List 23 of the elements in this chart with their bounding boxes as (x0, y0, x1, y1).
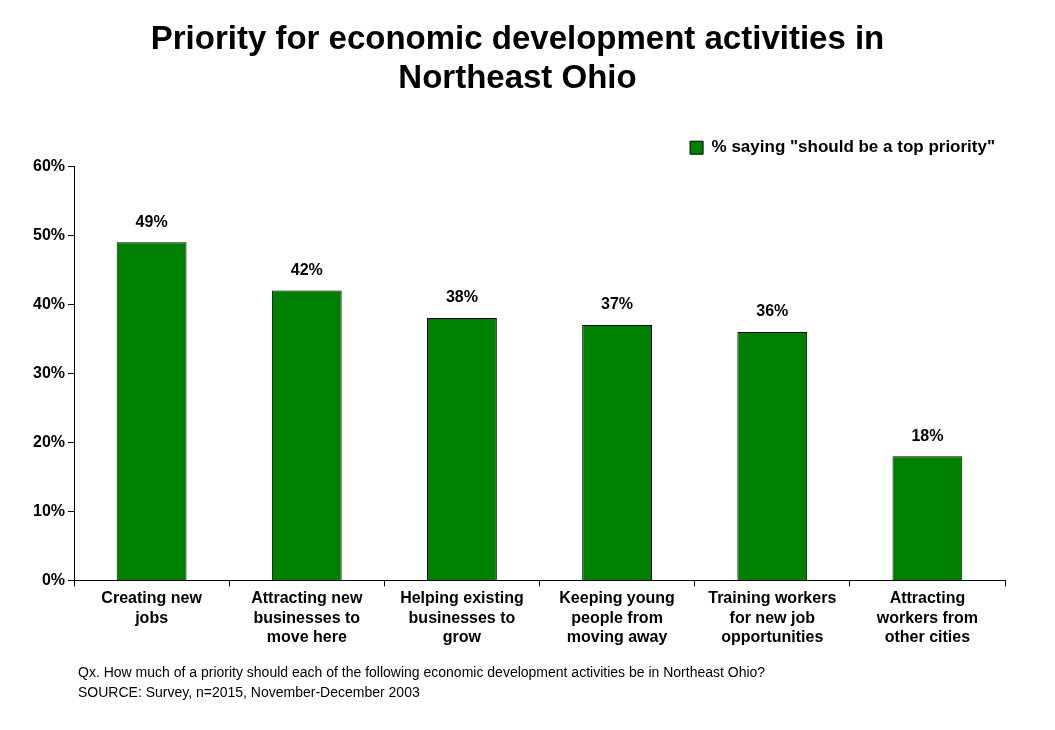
legend-label: % saying "should be a top priority" (711, 137, 996, 157)
y-tick-label: 50% (32, 225, 66, 243)
y-tick-label: 30% (32, 363, 66, 381)
x-tick-label: Training workers for new job opportunities (708, 589, 837, 645)
data-label: 38% (445, 288, 478, 306)
y-tick-label: 10% (32, 501, 66, 519)
y-tick-label: 60% (32, 156, 66, 174)
y-tick-label: 0% (41, 570, 66, 588)
source-note: SOURCE: Survey, n=2015, November-December 2003 (78, 683, 421, 702)
data-label: 42% (290, 260, 323, 278)
x-tick-label: Attracting new businesses to move here (251, 589, 363, 645)
y-tick-label: 40% (32, 294, 66, 312)
y-tick-label: 20% (32, 432, 66, 450)
x-tick-label: Attracting workers from other cities (875, 589, 979, 645)
chart-title: Priority for economic development activities in Northeast Ohio (150, 18, 885, 96)
text: Qx. How much of a priority should each of the following economic development activities be in Northeast Ohio? (78, 663, 766, 682)
data-label: 49% (135, 212, 168, 230)
data-label: 37% (601, 295, 634, 313)
data-label: 18% (911, 426, 944, 444)
x-tick-label: Creating new jobs (101, 589, 203, 626)
x-tick-label: Keeping young people from moving away (559, 589, 675, 645)
x-tick-label: Helping existing businesses to grow (400, 589, 524, 645)
data-label: 36% (756, 302, 789, 320)
